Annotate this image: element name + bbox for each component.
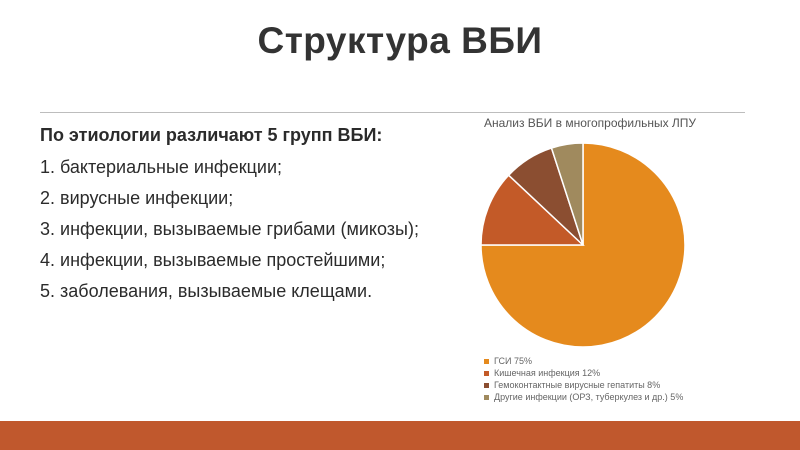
pie-plot [480,142,686,348]
legend-label-1: Кишечная инфекция 12% [494,368,601,378]
pie-slice-1 [480,174,585,246]
etiology-item-tick-borne: 5. заболевания, вызываемые клещами. [40,281,373,301]
legend-swatch-0 [484,358,489,364]
legend-item-1: Кишечная инфекция 12% [484,367,683,379]
pie-slice-0 [480,142,686,348]
legend-label-3: Другие инфекции (ОРЗ, туберкулез и др.) … [494,392,684,402]
legend-item-0: ГСИ 75% [484,355,683,367]
etiology-text-block: По этиологии различают 5 групп ВБИ: 1. б… [40,125,420,312]
chart-title: Анализ ВБИ в многопрофильных ЛПУ [483,116,697,130]
pie-slice-3 [550,142,584,246]
etiology-item-viral: 2. вирусные инфекции; [40,188,234,208]
etiology-intro: По этиологии различают 5 групп ВБИ: [40,125,383,145]
hai-pie-chart: Анализ ВБИ в многопрофильных ЛПУ ГСИ 75%… [440,112,740,412]
legend-swatch-1 [484,370,489,376]
legend-item-2: Гемоконтактные вирусные гепатиты 8% [484,379,683,391]
chart-legend: ГСИ 75% Кишечная инфекция 12% Гемоконтактн… [484,355,683,403]
legend-swatch-2 [484,382,489,388]
legend-label-2: Гемоконтактные вирусные гепатиты 8% [494,380,661,390]
etiology-item-bacterial: 1. бактериальные инфекции; [40,157,283,177]
title-divider [40,112,745,113]
etiology-item-fungal: 3. инфекции, вызываемые грибами (микозы)… [40,219,419,239]
legend-swatch-3 [484,394,489,400]
legend-item-3: Другие инфекции (ОРЗ, туберкулез и др.) … [484,391,683,403]
slide-title: Структура ВБИ [257,20,543,61]
legend-label-0: ГСИ 75% [494,356,532,366]
etiology-item-protozoal: 4. инфекции, вызываемые простейшими; [40,250,386,270]
footer-accent-bar [0,421,800,450]
